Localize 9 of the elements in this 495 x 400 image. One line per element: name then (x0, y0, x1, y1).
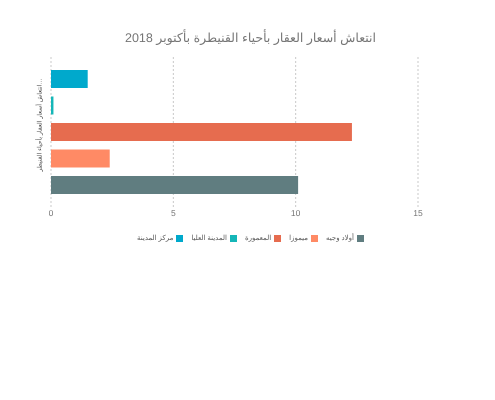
x-tick-label: 0 (48, 208, 54, 218)
x-tick-label: 10 (290, 208, 301, 218)
x-tick-label: 5 (170, 208, 176, 218)
chart-title: انتعاش أسعار العقار بأحياء القنيطرة بأكتوبر 2018 (125, 31, 376, 45)
bar (51, 70, 88, 88)
x-tick-label: 15 (413, 208, 423, 218)
bar (51, 123, 352, 141)
bar (51, 176, 298, 194)
bar (51, 150, 110, 168)
